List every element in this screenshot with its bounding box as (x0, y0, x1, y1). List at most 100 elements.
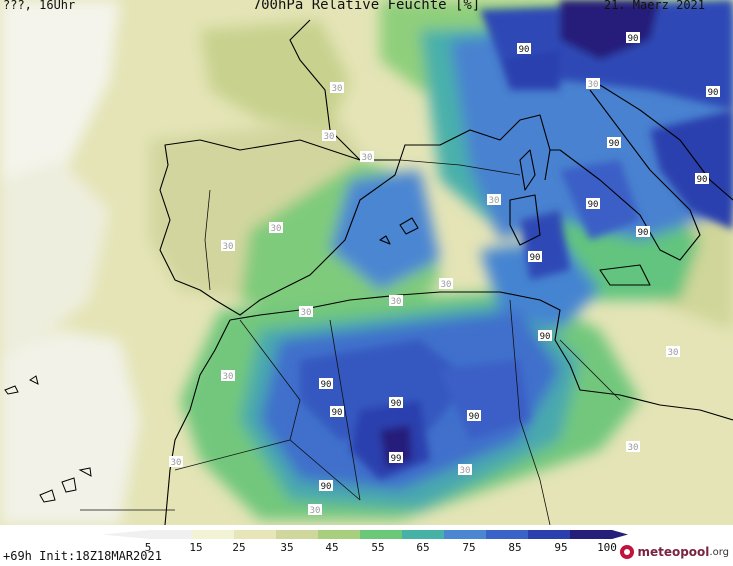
init-run: +69h Init:18Z18MAR2021 (3, 549, 162, 563)
svg-text:90: 90 (321, 380, 332, 390)
legend-swatch (528, 530, 571, 539)
legend-tick-label: 55 (371, 541, 385, 554)
humidity-map: 90 90 30 90 30 30 90 90 30 90 90 30 30 90 30 30 90 30 30 90… (0, 0, 733, 525)
svg-text:99: 99 (391, 454, 402, 464)
svg-text:90: 90 (628, 34, 639, 44)
contour-labels: 90 90 30 90 30 30 90 90 30 90 90 30 30 90 30 30 90 30 30 90… (169, 32, 720, 516)
legend-swatch (570, 530, 613, 539)
contour-label: 30 (458, 464, 472, 476)
contour-label: 90 (528, 251, 542, 263)
svg-text:30: 30 (489, 196, 500, 206)
canary-islands (4, 375, 92, 503)
svg-text:30: 30 (301, 308, 312, 318)
contour-label: 30 (626, 441, 640, 453)
svg-text:30: 30 (223, 372, 234, 382)
legend-tick-label: 35 (280, 541, 294, 554)
svg-text:30: 30 (310, 506, 321, 516)
svg-text:30: 30 (460, 466, 471, 476)
contour-label: 30 (666, 346, 680, 358)
forecast-time: ???, 16Uhr (3, 0, 76, 12)
svg-text:30: 30 (628, 443, 639, 453)
contour-label: 90 (607, 137, 621, 149)
legend-tick-label: 95 (554, 541, 568, 554)
legend-swatch (444, 530, 487, 539)
contour-label: 30 (308, 504, 322, 516)
contour-label: 30 (487, 194, 501, 206)
svg-text:90: 90 (609, 139, 620, 149)
contour-label: 30 (221, 240, 235, 252)
contour-label: 90 (695, 173, 709, 185)
legend-swatch (192, 530, 235, 539)
legend-swatch (318, 530, 361, 539)
svg-text:90: 90 (469, 412, 480, 422)
svg-text:30: 30 (171, 458, 182, 468)
legend-tick-label: 25 (232, 541, 246, 554)
svg-text:30: 30 (391, 297, 402, 307)
brand-name: meteopool (637, 545, 710, 559)
legend-tick-label: 75 (462, 541, 476, 554)
contour-label: 30 (269, 222, 283, 234)
legend-arrow-right (612, 530, 628, 539)
legend-tick-label: 45 (325, 541, 339, 554)
svg-text:30: 30 (271, 224, 282, 234)
contour-label: 90 (389, 397, 403, 409)
contour-label: 30 (439, 278, 453, 290)
contour-label: 90 (319, 378, 333, 390)
svg-text:90: 90 (697, 175, 708, 185)
legend-swatch (360, 530, 403, 539)
legend-swatch (486, 530, 529, 539)
svg-text:30: 30 (324, 132, 335, 142)
contour-label: 30 (389, 295, 403, 307)
legend-tick-label: 5 (144, 541, 152, 554)
legend-arrow-left (102, 530, 150, 539)
contour-label: 90 (636, 226, 650, 238)
svg-text:90: 90 (588, 200, 599, 210)
map-title: 700hPa Relative Feuchte [%] (252, 0, 481, 13)
contour-label: 90 (586, 198, 600, 210)
legend-tick-label: 85 (508, 541, 522, 554)
svg-text:30: 30 (588, 80, 599, 90)
contour-label: 90 (467, 410, 481, 422)
svg-text:90: 90 (530, 253, 541, 263)
legend-swatch (402, 530, 445, 539)
svg-text:90: 90 (321, 482, 332, 492)
svg-text:90: 90 (332, 408, 343, 418)
contour-label: 30 (322, 130, 336, 142)
svg-text:30: 30 (332, 84, 343, 94)
svg-text:90: 90 (391, 399, 402, 409)
contour-label: 30 (330, 82, 344, 94)
brand-suffix: .org (709, 546, 729, 558)
legend-tick-label: 65 (416, 541, 430, 554)
contour-label: 90 (517, 43, 531, 55)
svg-text:30: 30 (362, 153, 373, 163)
contour-label: 90 (706, 86, 720, 98)
contour-label: 99 (389, 452, 403, 464)
contour-label: 30 (360, 151, 374, 163)
svg-text:90: 90 (519, 45, 530, 55)
meteopool-logo-icon (620, 545, 635, 559)
contour-label: 30 (169, 456, 183, 468)
svg-text:30: 30 (223, 242, 234, 252)
legend-tick-label: 15 (189, 541, 203, 554)
legend-swatch (234, 530, 277, 539)
contour-label: 90 (538, 330, 552, 342)
forecast-date: 21. Maerz 2021 (603, 0, 705, 12)
svg-text:90: 90 (638, 228, 649, 238)
legend-swatch (150, 530, 193, 539)
svg-text:30: 30 (668, 348, 679, 358)
contour-label: 90 (330, 406, 344, 418)
contour-label: 30 (299, 306, 313, 318)
legend-bar (102, 530, 628, 539)
contour-label: 90 (626, 32, 640, 44)
color-legend (0, 525, 733, 566)
svg-text:90: 90 (708, 88, 719, 98)
meteopool-logo[interactable]: meteopool .org (620, 545, 729, 559)
contour-label: 30 (221, 370, 235, 382)
borders (80, 159, 621, 525)
legend-tick-label: 100 (597, 541, 617, 554)
svg-text:30: 30 (441, 280, 452, 290)
contour-label: 90 (319, 480, 333, 492)
contour-label: 30 (586, 78, 600, 90)
svg-text:90: 90 (540, 332, 551, 342)
legend-swatch (276, 530, 319, 539)
